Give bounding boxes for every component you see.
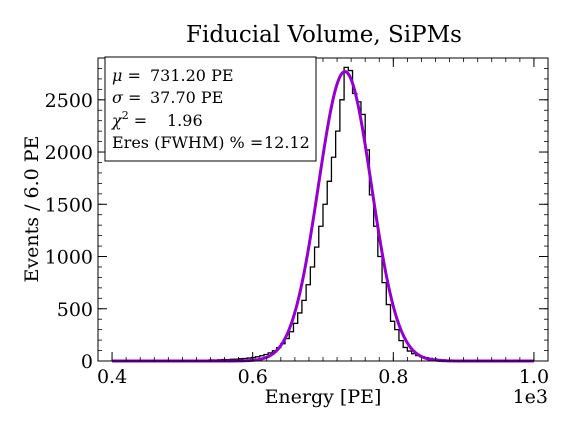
- legend-chi2-value: 1.96: [167, 111, 203, 130]
- x-tick-label: 0.4: [97, 366, 127, 388]
- y-axis-label: Events / 6.0 PE: [21, 136, 43, 283]
- stats-legend-box: [104, 56, 317, 162]
- y-tick-label: 2000: [45, 142, 93, 164]
- stats-legend: μ = 731.20 PE σ = 37.70 PE χ2 = 1.96 Ere…: [104, 56, 317, 162]
- legend-sigma-label: σ =: [112, 88, 141, 107]
- x-tick-label: 1.0: [519, 366, 549, 388]
- legend-eres-label: Eres (FWHM) % =: [112, 133, 263, 152]
- x-tick-label: 0.8: [378, 366, 408, 388]
- legend-eres-value: 12.12: [264, 133, 310, 152]
- y-tick-label: 2500: [45, 90, 93, 112]
- legend-sigma-value: 37.70 PE: [150, 88, 223, 107]
- x-axis-label: Energy [PE]: [265, 386, 382, 408]
- x-axis-offset-text: 1e3: [513, 386, 548, 408]
- x-axis: 0.4 0.6 0.8 1.0: [97, 58, 549, 388]
- chart-title: Fiducial Volume, SiPMs: [186, 22, 462, 48]
- plot-frame: [97, 57, 549, 362]
- legend-chi2-label: χ2 =: [111, 109, 147, 130]
- y-axis: 0 500 1000 1500 2000 2500: [45, 90, 548, 373]
- x-tick-label: 0.6: [238, 366, 268, 388]
- y-tick-label: 1500: [45, 194, 93, 216]
- legend-mu-label: μ =: [112, 66, 141, 85]
- y-tick-label: 0: [81, 351, 93, 373]
- y-tick-label: 1000: [45, 247, 93, 269]
- legend-mu-value: 731.20 PE: [150, 66, 234, 85]
- y-tick-label: 500: [57, 299, 93, 321]
